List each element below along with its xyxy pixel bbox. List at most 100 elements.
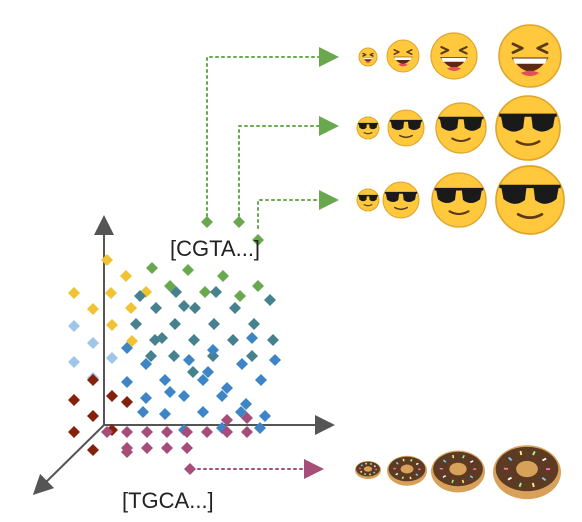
arrow-row3 xyxy=(257,190,339,229)
point-yellow-5 xyxy=(106,319,118,331)
point-teal-21 xyxy=(134,290,146,302)
point-magenta-9 xyxy=(141,442,153,454)
point-light_blue-3 xyxy=(68,356,80,368)
point-magenta-15 xyxy=(184,463,196,475)
point-teal-9 xyxy=(189,302,201,314)
point-blue-14 xyxy=(183,354,195,366)
point-teal-10 xyxy=(208,318,220,330)
point-blue-3 xyxy=(178,390,190,402)
point-blue-4 xyxy=(197,406,209,418)
point-magenta-11 xyxy=(181,442,193,454)
laughing-face-icon-4 xyxy=(498,24,562,88)
laughing-face-icon-3 xyxy=(430,32,478,80)
point-yellow-4 xyxy=(87,303,99,315)
point-teal-11 xyxy=(227,334,239,346)
sunglasses-face-icon-4 xyxy=(495,165,565,235)
point-magenta-14 xyxy=(121,446,133,458)
point-blue-2 xyxy=(159,374,171,386)
point-light_blue-0 xyxy=(68,320,80,332)
point-magenta-12 xyxy=(221,414,233,426)
point-teal-12 xyxy=(246,350,258,362)
point-blue-20 xyxy=(236,358,248,370)
sunglasses-face-icon-4 xyxy=(495,95,561,161)
point-blue-6 xyxy=(121,376,133,388)
point-teal-0 xyxy=(130,318,142,330)
point-blue-7 xyxy=(140,392,152,404)
point-blue-8 xyxy=(159,408,171,420)
point-green-3 xyxy=(146,262,158,274)
point-green-9 xyxy=(234,290,246,302)
point-blue-18 xyxy=(259,410,271,422)
point-yellow-0 xyxy=(101,254,113,266)
sunglasses-face-icon-1 xyxy=(356,188,380,212)
sunglasses-face-icon-3 xyxy=(435,102,487,154)
bottom-sequence-label: [TGCA...] xyxy=(122,488,214,513)
point-blue-24 xyxy=(164,386,176,398)
point-green-5 xyxy=(217,270,229,282)
point-green-8 xyxy=(199,286,211,298)
point-green-2 xyxy=(252,234,264,246)
sunglasses-face-icon-1 xyxy=(356,116,380,140)
point-yellow-3 xyxy=(68,287,80,299)
point-dark_red-7 xyxy=(121,396,133,408)
sunglasses-face-icon-2 xyxy=(387,109,425,147)
point-teal-20 xyxy=(178,300,190,312)
point-light_blue-1 xyxy=(87,337,99,349)
point-teal-4 xyxy=(150,302,162,314)
z-axis xyxy=(32,424,105,496)
point-blue-11 xyxy=(216,390,228,402)
point-yellow-7 xyxy=(105,287,117,299)
point-magenta-6 xyxy=(221,426,233,438)
point-teal-6 xyxy=(188,334,200,346)
point-magenta-13 xyxy=(241,412,253,424)
point-magenta-10 xyxy=(161,442,173,454)
point-teal-13 xyxy=(210,286,222,298)
point-green-4 xyxy=(182,264,194,276)
point-magenta-7 xyxy=(241,426,253,438)
point-blue-1 xyxy=(140,358,152,370)
point-magenta-0 xyxy=(101,426,113,438)
point-dark_red-3 xyxy=(106,390,118,402)
point-blue-22 xyxy=(269,354,281,366)
point-blue-10 xyxy=(197,374,209,386)
data-points xyxy=(68,216,281,475)
point-dark_red-0 xyxy=(87,374,99,386)
point-magenta-1 xyxy=(121,426,133,438)
point-blue-25 xyxy=(137,406,149,418)
point-teal-17 xyxy=(264,294,276,306)
sunglasses-face-icon-3 xyxy=(431,172,487,228)
arrow-row2 xyxy=(238,116,339,223)
laughing-face-icon-2 xyxy=(386,39,420,73)
point-dark_red-2 xyxy=(87,410,99,422)
point-teal-19 xyxy=(156,332,168,344)
point-yellow-1 xyxy=(120,270,132,282)
point-blue-13 xyxy=(254,422,266,434)
point-light_blue-2 xyxy=(106,352,118,364)
arrow-row1 xyxy=(206,47,339,223)
point-blue-17 xyxy=(240,398,252,410)
point-teal-8 xyxy=(170,286,182,298)
dotted-arrows xyxy=(197,47,339,479)
point-teal-5 xyxy=(169,318,181,330)
point-teal-15 xyxy=(248,318,260,330)
point-dark_red-4 xyxy=(68,426,80,438)
point-teal-14 xyxy=(229,302,241,314)
point-blue-23 xyxy=(246,332,258,344)
point-magenta-2 xyxy=(141,426,153,438)
point-blue-0 xyxy=(121,342,133,354)
emoji-rows xyxy=(355,24,565,500)
point-teal-18 xyxy=(145,350,157,362)
point-magenta-3 xyxy=(161,426,173,438)
point-blue-15 xyxy=(202,366,214,378)
donut-icon-4 xyxy=(493,445,561,500)
donut-icon-3 xyxy=(431,450,485,493)
point-yellow-8 xyxy=(125,302,137,314)
point-dark_red-5 xyxy=(87,444,99,456)
point-blue-19 xyxy=(207,344,219,356)
point-blue-21 xyxy=(255,374,267,386)
point-green-6 xyxy=(252,280,264,292)
sunglasses-face-icon-2 xyxy=(382,181,420,219)
point-dark_red-1 xyxy=(68,394,80,406)
point-magenta-5 xyxy=(201,426,213,438)
